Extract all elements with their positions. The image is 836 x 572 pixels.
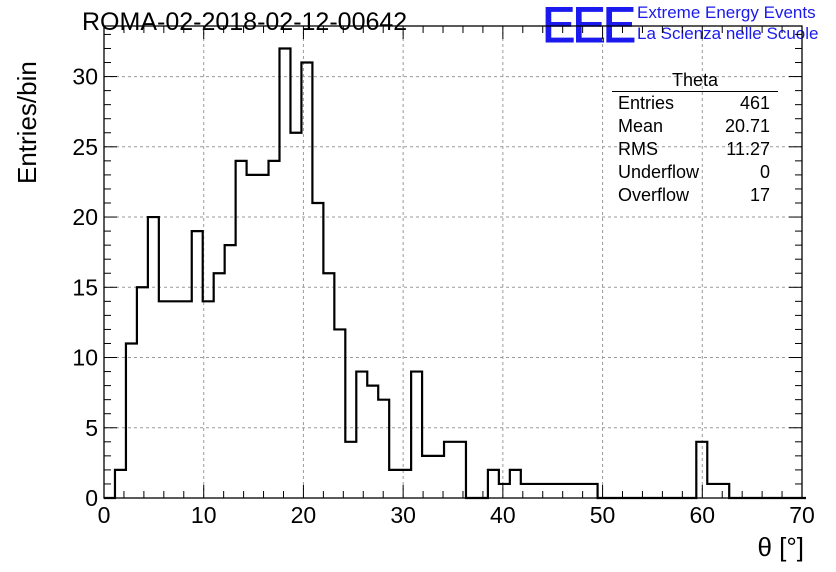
stats-label: Entries xyxy=(618,93,675,113)
eee-logo: EEE xyxy=(541,0,636,54)
y-tick-label: 20 xyxy=(72,204,98,230)
plot-frame xyxy=(103,25,803,499)
stats-row-mean: Mean 20.71 xyxy=(612,115,778,138)
histogram-series xyxy=(104,47,806,500)
x-tick-label: 70 xyxy=(789,502,815,528)
y-tick-label: 5 xyxy=(85,415,98,441)
y-tick-label: 30 xyxy=(72,64,98,90)
y-tick-label: 15 xyxy=(72,274,98,300)
x-tick-label: 0 xyxy=(98,502,111,528)
stats-label: Mean xyxy=(618,116,664,136)
x-tick-label: 60 xyxy=(689,502,715,528)
x-tick-label: 30 xyxy=(390,502,416,528)
stats-label: Underflow xyxy=(618,162,700,182)
stats-row-entries: Entries 461 xyxy=(612,92,778,115)
stats-value: 461 xyxy=(739,93,770,113)
chart-title: ROMA-02-2018-02-12-00642 xyxy=(82,8,408,36)
stats-value: 20.71 xyxy=(724,116,770,136)
x-tick-label: 20 xyxy=(291,502,317,528)
y-tick-label: 0 xyxy=(85,485,98,511)
stats-row-underflow: Underflow 0 xyxy=(612,161,778,184)
stats-row-overflow: Overflow 17 xyxy=(612,184,778,207)
stats-row-rms: RMS 11.27 xyxy=(612,138,778,161)
stats-box: Theta Entries 461 Mean 20.71 RMS 11.27 U… xyxy=(612,70,778,207)
y-tick-label: 25 xyxy=(72,134,98,160)
stats-value: 17 xyxy=(749,185,770,205)
stats-value: 11.27 xyxy=(726,139,770,159)
x-tick-label: 40 xyxy=(490,502,516,528)
stats-value: 0 xyxy=(759,162,770,182)
stats-title: Theta xyxy=(612,70,778,92)
stats-label: RMS xyxy=(618,139,658,159)
logo-caption-line1: Extreme Energy Events xyxy=(637,3,816,22)
y-tick-label: 10 xyxy=(72,345,98,371)
stats-label: Overflow xyxy=(618,185,690,205)
x-axis-label: θ [°] xyxy=(757,532,804,562)
x-tick-label: 50 xyxy=(590,502,616,528)
x-tick-label: 10 xyxy=(191,502,217,528)
